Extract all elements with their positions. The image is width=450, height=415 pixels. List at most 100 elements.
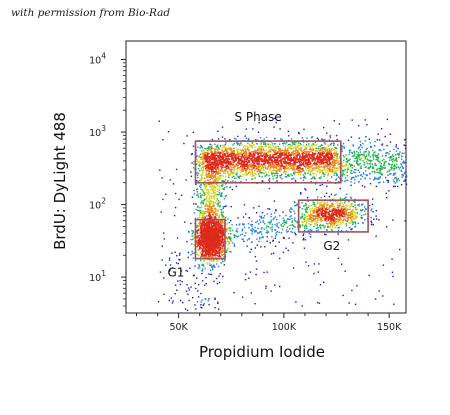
- data-point: [288, 143, 290, 146]
- data-point: [311, 167, 314, 169]
- data-point: [316, 203, 318, 205]
- data-point: [308, 162, 311, 164]
- data-point: [287, 151, 289, 153]
- data-point: [239, 153, 241, 155]
- data-point: [262, 141, 264, 143]
- data-point: [324, 166, 326, 168]
- data-point: [305, 143, 308, 146]
- data-point: [231, 168, 233, 171]
- data-point: [319, 216, 321, 218]
- data-point: [327, 164, 329, 166]
- data-point: [218, 215, 220, 218]
- data-point: [299, 167, 301, 169]
- data-point: [226, 165, 229, 167]
- data-point: [214, 156, 216, 158]
- data-point: [242, 173, 245, 176]
- data-point: [206, 241, 208, 243]
- data-point: [319, 177, 321, 180]
- data-point: [330, 217, 332, 220]
- data-point: [327, 203, 329, 205]
- data-point: [216, 242, 219, 245]
- data-point: [231, 173, 233, 175]
- data-point: [218, 265, 220, 268]
- data-point: [402, 175, 404, 177]
- data-point: [372, 211, 374, 213]
- data-point: [227, 159, 229, 161]
- data-point: [335, 193, 337, 196]
- data-point: [319, 145, 322, 147]
- data-point: [385, 154, 387, 157]
- data-point: [261, 146, 263, 148]
- data-point: [373, 170, 376, 173]
- data-point: [343, 213, 345, 215]
- data-point: [320, 207, 323, 209]
- data-point: [215, 244, 217, 246]
- data-point: [325, 158, 327, 160]
- data-point: [394, 173, 396, 175]
- data-point: [315, 217, 317, 220]
- data-point: [239, 171, 242, 174]
- data-point: [377, 153, 380, 155]
- data-point: [198, 240, 200, 243]
- data-point: [328, 222, 330, 225]
- data-point: [308, 205, 310, 207]
- data-point: [243, 155, 245, 157]
- data-point: [273, 165, 276, 167]
- data-point: [386, 179, 388, 181]
- data-point: [329, 200, 332, 202]
- data-point: [207, 161, 209, 163]
- data-point: [248, 144, 251, 146]
- data-point: [302, 154, 304, 156]
- data-point: [230, 147, 232, 149]
- data-point: [287, 173, 290, 176]
- data-point: [343, 205, 345, 208]
- data-point: [351, 219, 353, 221]
- data-point: [285, 164, 287, 166]
- data-point: [312, 177, 314, 179]
- data-point: [247, 161, 250, 163]
- data-point: [322, 209, 325, 212]
- data-point: [285, 156, 287, 158]
- data-point: [202, 246, 205, 248]
- data-point: [222, 233, 225, 235]
- data-point: [258, 152, 260, 154]
- data-point: [319, 202, 322, 204]
- data-point: [330, 224, 332, 227]
- data-point: [353, 150, 356, 153]
- data-point: [267, 154, 269, 157]
- data-point: [221, 225, 223, 228]
- data-point: [220, 250, 222, 253]
- data-point: [218, 171, 220, 174]
- data-point: [197, 243, 199, 245]
- data-point: [196, 237, 198, 239]
- data-point: [203, 226, 206, 229]
- data-point: [203, 259, 206, 262]
- data-point: [316, 150, 318, 152]
- data-point: [260, 149, 263, 151]
- data-point: [214, 232, 217, 234]
- data-point: [296, 151, 298, 154]
- data-point: [279, 175, 281, 177]
- data-point: [323, 148, 326, 150]
- data-point: [294, 154, 297, 156]
- data-point: [301, 167, 304, 170]
- data-point: [326, 151, 328, 154]
- data-point: [312, 159, 314, 162]
- data-point: [397, 153, 399, 155]
- data-point: [240, 166, 242, 168]
- data-point: [224, 172, 226, 174]
- data-point: [262, 168, 264, 170]
- data-point: [386, 226, 388, 228]
- data-point: [234, 168, 236, 171]
- data-point: [404, 220, 406, 222]
- data-point: [209, 156, 211, 159]
- data-point: [259, 165, 261, 167]
- data-point: [347, 169, 349, 171]
- data-point: [274, 159, 276, 161]
- data-point: [276, 161, 278, 163]
- data-point: [364, 157, 366, 159]
- data-point: [323, 159, 325, 161]
- data-point: [319, 203, 321, 205]
- data-point: [319, 149, 321, 152]
- data-point: [299, 169, 301, 171]
